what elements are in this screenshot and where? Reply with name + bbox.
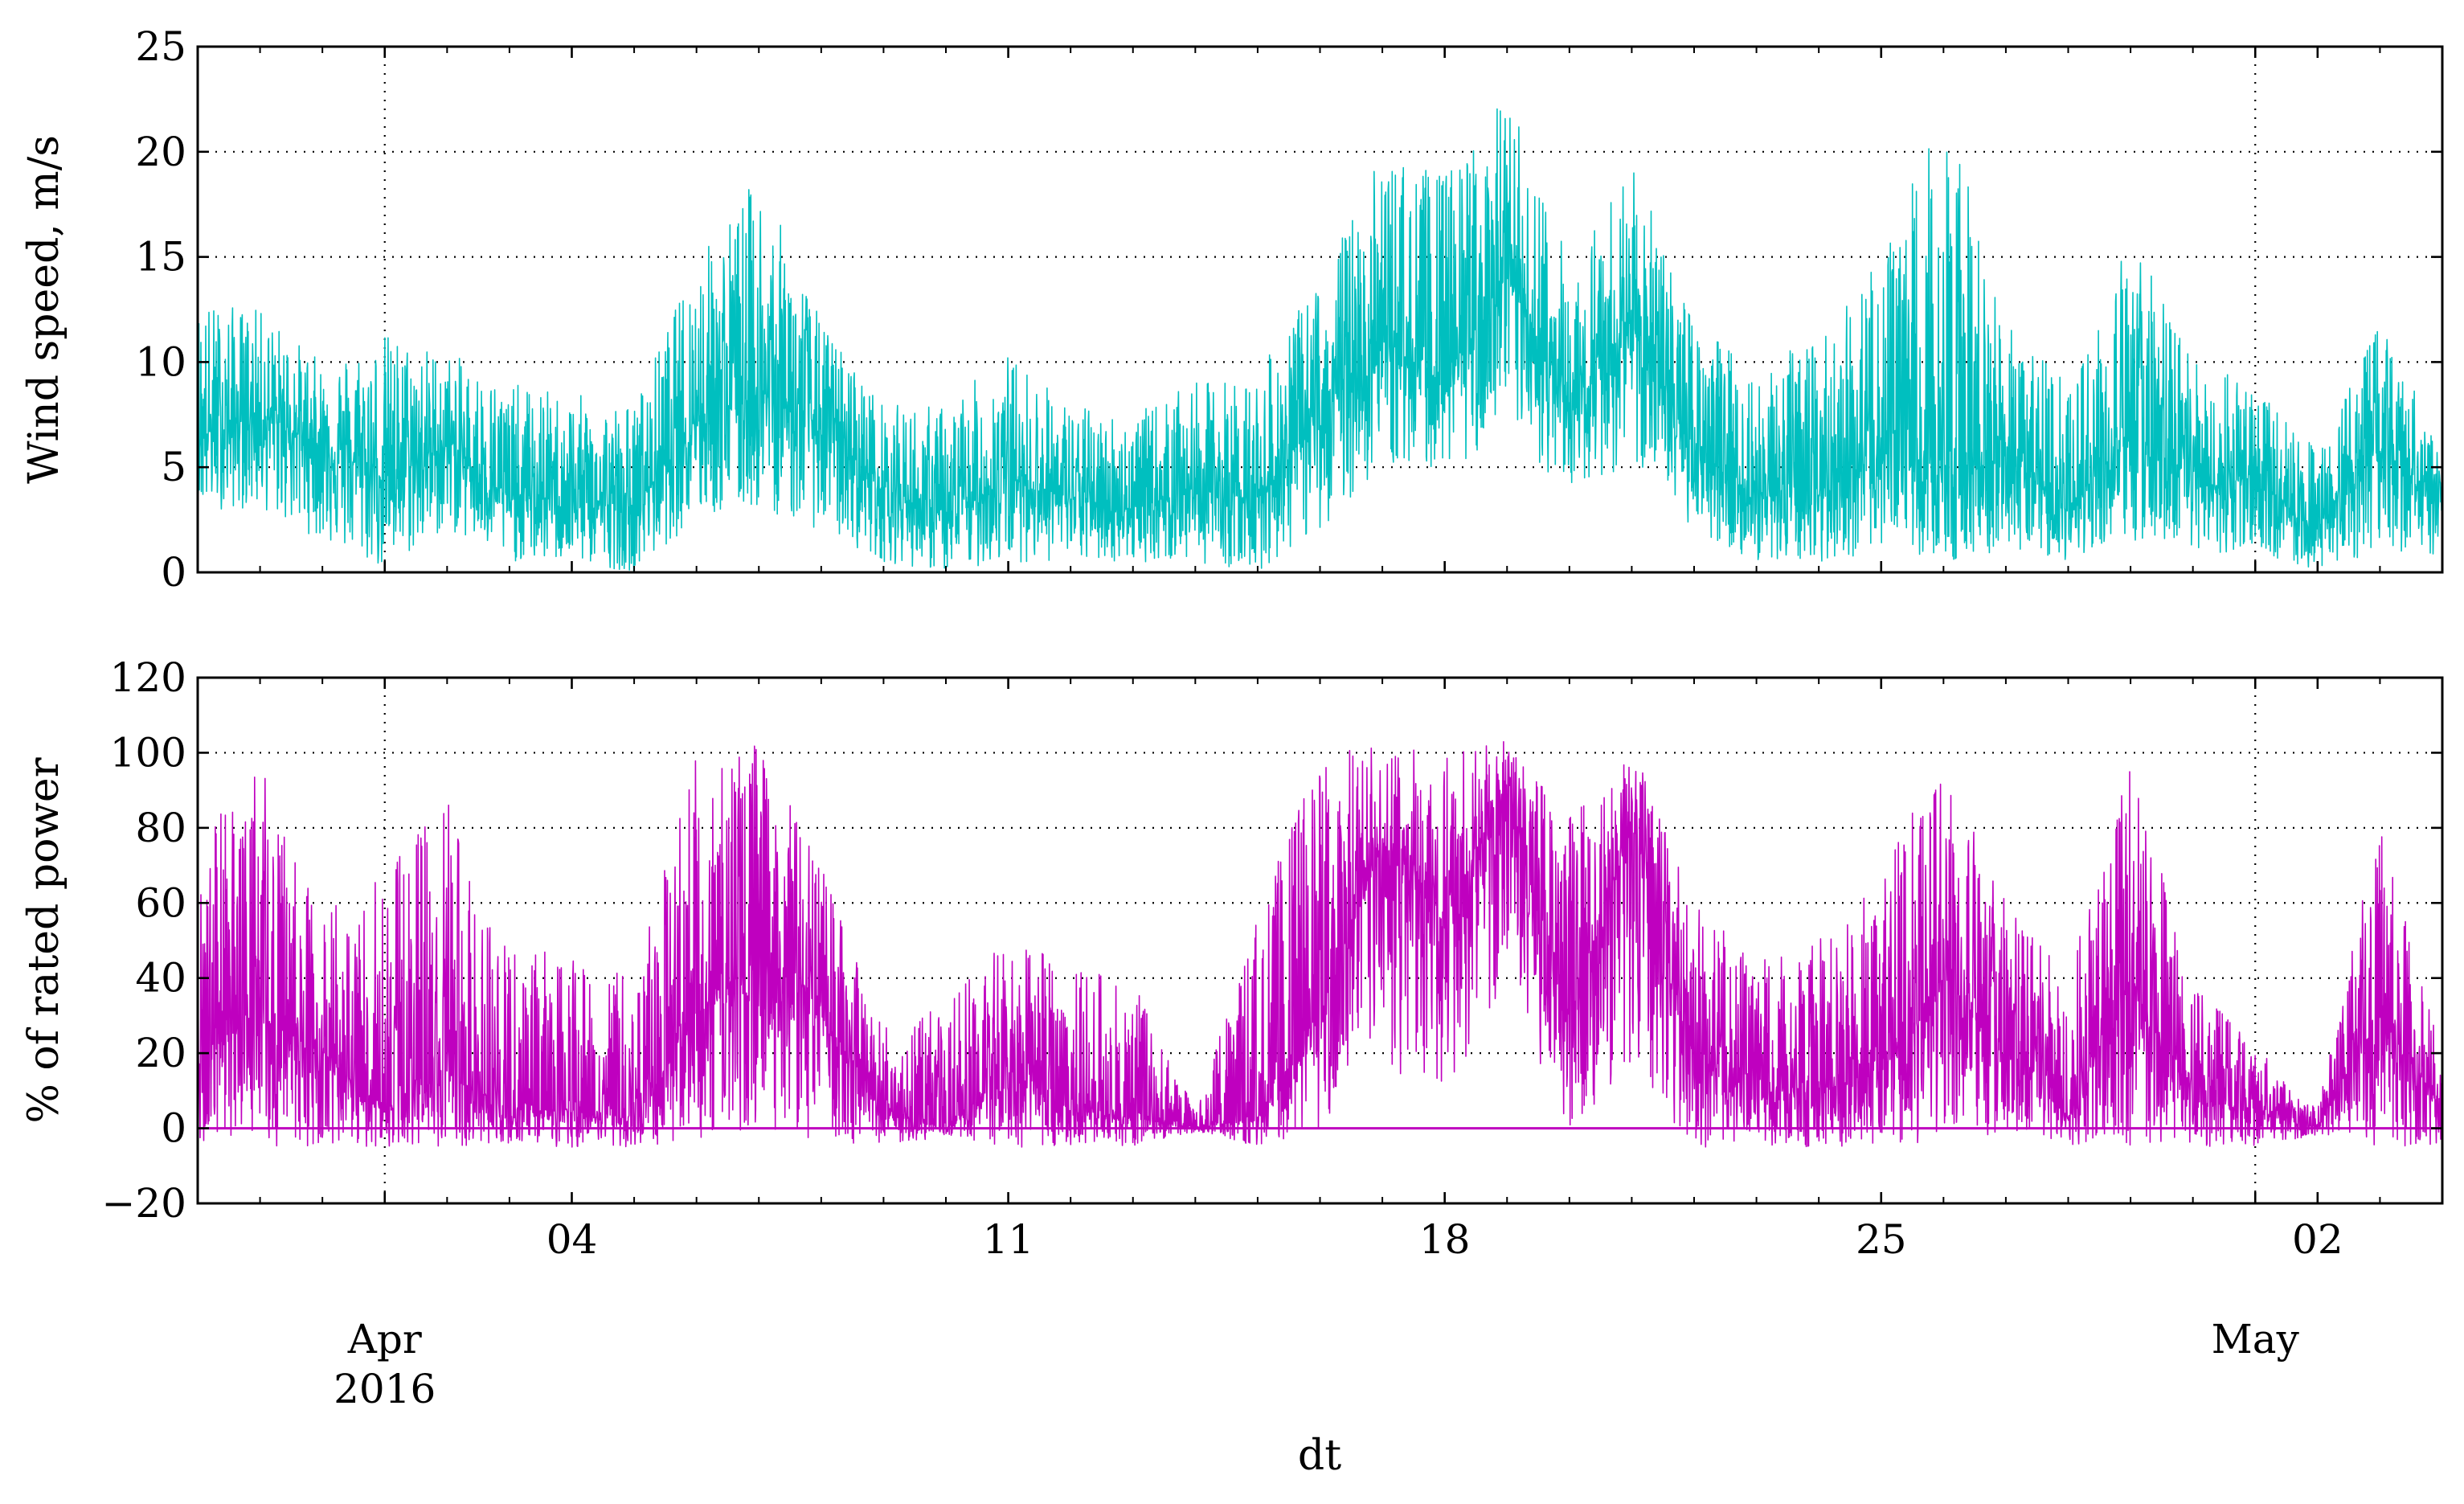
rated-power-series	[198, 740, 2442, 1148]
wind-trace	[198, 108, 2442, 572]
wind-ytick-label: 25	[135, 23, 186, 70]
wind-speed-panel: 0 5 10 15 20 25 Wind speed, m/s	[20, 23, 2444, 596]
power-ytick-label: 80	[135, 805, 186, 851]
power-ytick-label: 60	[135, 879, 186, 926]
power-month-label: May	[2212, 1316, 2300, 1363]
wind-ytick-label: 10	[135, 338, 186, 385]
power-ytick-label: −20	[101, 1180, 186, 1227]
power-xtick-label: 02	[2292, 1216, 2343, 1263]
power-trace	[198, 740, 2442, 1148]
wind-speed-ylabel: Wind speed, m/s	[20, 135, 68, 484]
x-axis-label: dt	[1298, 1432, 1341, 1480]
power-ytick-label: 20	[135, 1030, 186, 1076]
wind-speed-ticks: 0 5 10 15 20 25	[135, 23, 2442, 596]
power-xtick-label: 25	[1856, 1216, 1907, 1263]
power-month-label: 2016	[334, 1366, 436, 1412]
power-month-label: Apr	[347, 1316, 422, 1363]
rated-power-ylabel: % of rated power	[20, 757, 68, 1123]
power-xtick-label: 11	[983, 1216, 1034, 1263]
wind-ytick-label: 20	[135, 129, 186, 175]
power-xtick-label: 18	[1419, 1216, 1471, 1263]
power-ytick-label: 120	[110, 654, 186, 701]
power-ytick-label: 40	[135, 955, 186, 1002]
wind-ytick-label: 0	[161, 549, 186, 596]
power-ytick-label: 0	[161, 1105, 186, 1152]
power-ytick-label: 100	[110, 729, 186, 776]
power-xtick-label: 04	[546, 1216, 598, 1263]
wind-ytick-label: 15	[135, 234, 186, 281]
wind-speed-series	[198, 108, 2442, 572]
wind-ytick-label: 5	[161, 444, 186, 490]
